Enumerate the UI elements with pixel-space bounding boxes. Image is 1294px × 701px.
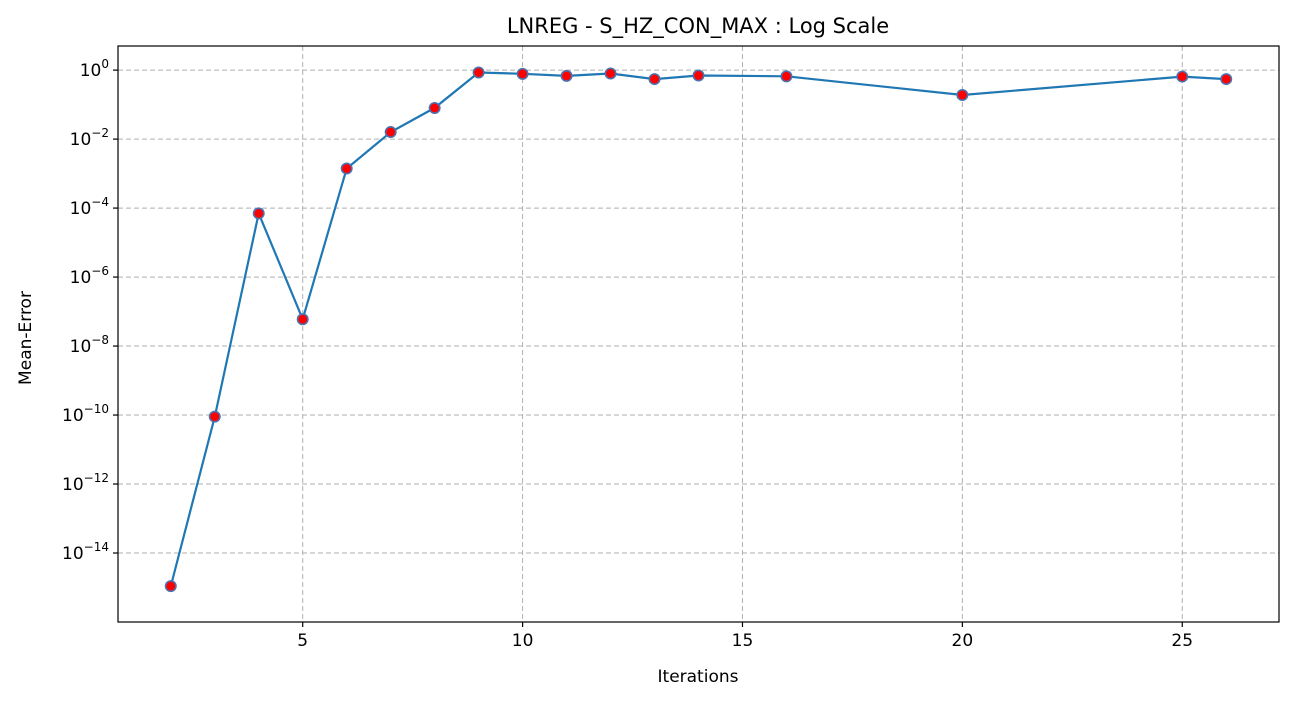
data-point (296, 313, 309, 326)
data-point (956, 88, 969, 101)
x-tick-label: 25 (1171, 631, 1193, 651)
grid-lines (118, 46, 1279, 622)
data-point (1220, 73, 1233, 86)
data-point (164, 580, 177, 593)
x-axis-label: Iterations (658, 667, 739, 687)
y-tick-label: 10−2 (70, 126, 109, 150)
data-point (560, 69, 573, 82)
x-tick-label: 10 (512, 631, 534, 651)
data-point (516, 67, 529, 80)
data-point (472, 66, 485, 79)
data-point (604, 67, 617, 80)
data-point (208, 410, 221, 423)
data-point (1176, 70, 1189, 83)
y-tick-label: 10−14 (62, 540, 109, 564)
x-tick-label: 20 (952, 631, 974, 651)
y-tick-label: 100 (80, 57, 109, 81)
data-point (252, 207, 265, 220)
data-point (340, 162, 353, 175)
series-line (169, 71, 1227, 587)
data-point (428, 101, 441, 114)
data-point (384, 126, 397, 139)
y-tick-label: 10−8 (70, 333, 109, 357)
y-tick-label: 10−4 (70, 195, 109, 219)
plot-frame (117, 45, 1280, 623)
y-tick-label: 10−6 (70, 264, 109, 288)
chart-title: LNREG - S_HZ_CON_MAX : Log Scale (507, 14, 889, 39)
x-tick-label: 15 (732, 631, 754, 651)
data-point (692, 69, 705, 82)
x-tick-label: 5 (297, 631, 308, 651)
y-axis-label: Mean-Error (16, 291, 36, 385)
axis-ticks: 5 10 15 20 25 100 10−2 10−4 10−6 10−8 10−10 10−12 10… (62, 57, 1193, 651)
y-tick-label: 10−12 (62, 471, 109, 495)
data-point (648, 73, 661, 86)
data-point (780, 70, 793, 83)
y-tick-label: 10−10 (62, 402, 109, 426)
data-series (164, 66, 1233, 593)
